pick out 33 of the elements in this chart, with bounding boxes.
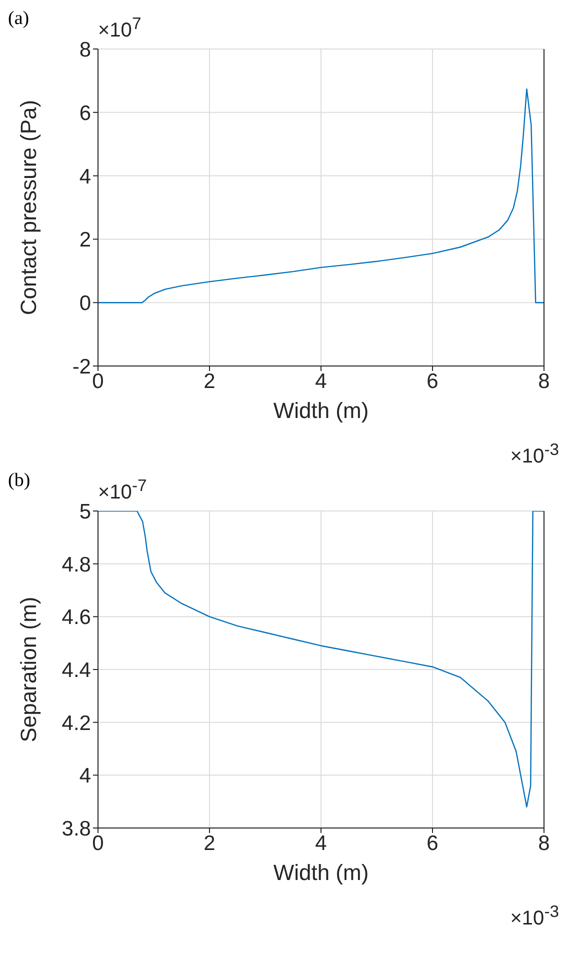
y-tick-label: 2: [79, 228, 91, 252]
x-tick-label: 2: [204, 832, 216, 855]
y-tick-label: 4.2: [62, 712, 91, 735]
y-tick-label: 0: [79, 292, 91, 316]
line-series: [98, 511, 544, 808]
y-tick-label: 8: [79, 38, 91, 62]
y-tick-label: 5: [79, 500, 91, 524]
x-axis-title: Width (m): [273, 860, 369, 885]
y-tick-label: -2: [72, 355, 91, 378]
y-tick-label: 3.8: [62, 817, 91, 840]
line-series: [98, 88, 544, 304]
y-tick-label: 6: [79, 102, 91, 125]
x-tick-label: 8: [538, 832, 550, 855]
y-axis-title: Separation (m): [16, 596, 41, 742]
y-tick-label: 4: [79, 165, 92, 188]
text: ×10$^{-3}$: [510, 902, 559, 930]
x-tick-label: 8: [538, 370, 550, 393]
x-tick-label: 6: [426, 370, 438, 393]
y-tick-label: 4.8: [62, 553, 91, 576]
x-tick-label: 4: [315, 832, 328, 855]
chart-title: (b): [8, 470, 30, 492]
x-tick-label: 4: [315, 370, 328, 393]
x-axis-title: Width (m): [273, 398, 369, 423]
text: ×10$^{-7}$: [98, 476, 147, 504]
text: ×10$^{-3}$: [510, 440, 559, 468]
x-tick-label: 2: [204, 370, 216, 393]
y-tick-label: 4.4: [62, 658, 92, 682]
y-tick-label: 4.6: [62, 606, 91, 630]
text: ×10$^{7}$: [98, 14, 142, 42]
y-tick-label: 4: [79, 764, 92, 788]
x-tick-label: 6: [426, 832, 438, 855]
y-axis-title: Contact pressure (Pa): [16, 100, 41, 316]
chart-title: (a): [8, 8, 30, 30]
